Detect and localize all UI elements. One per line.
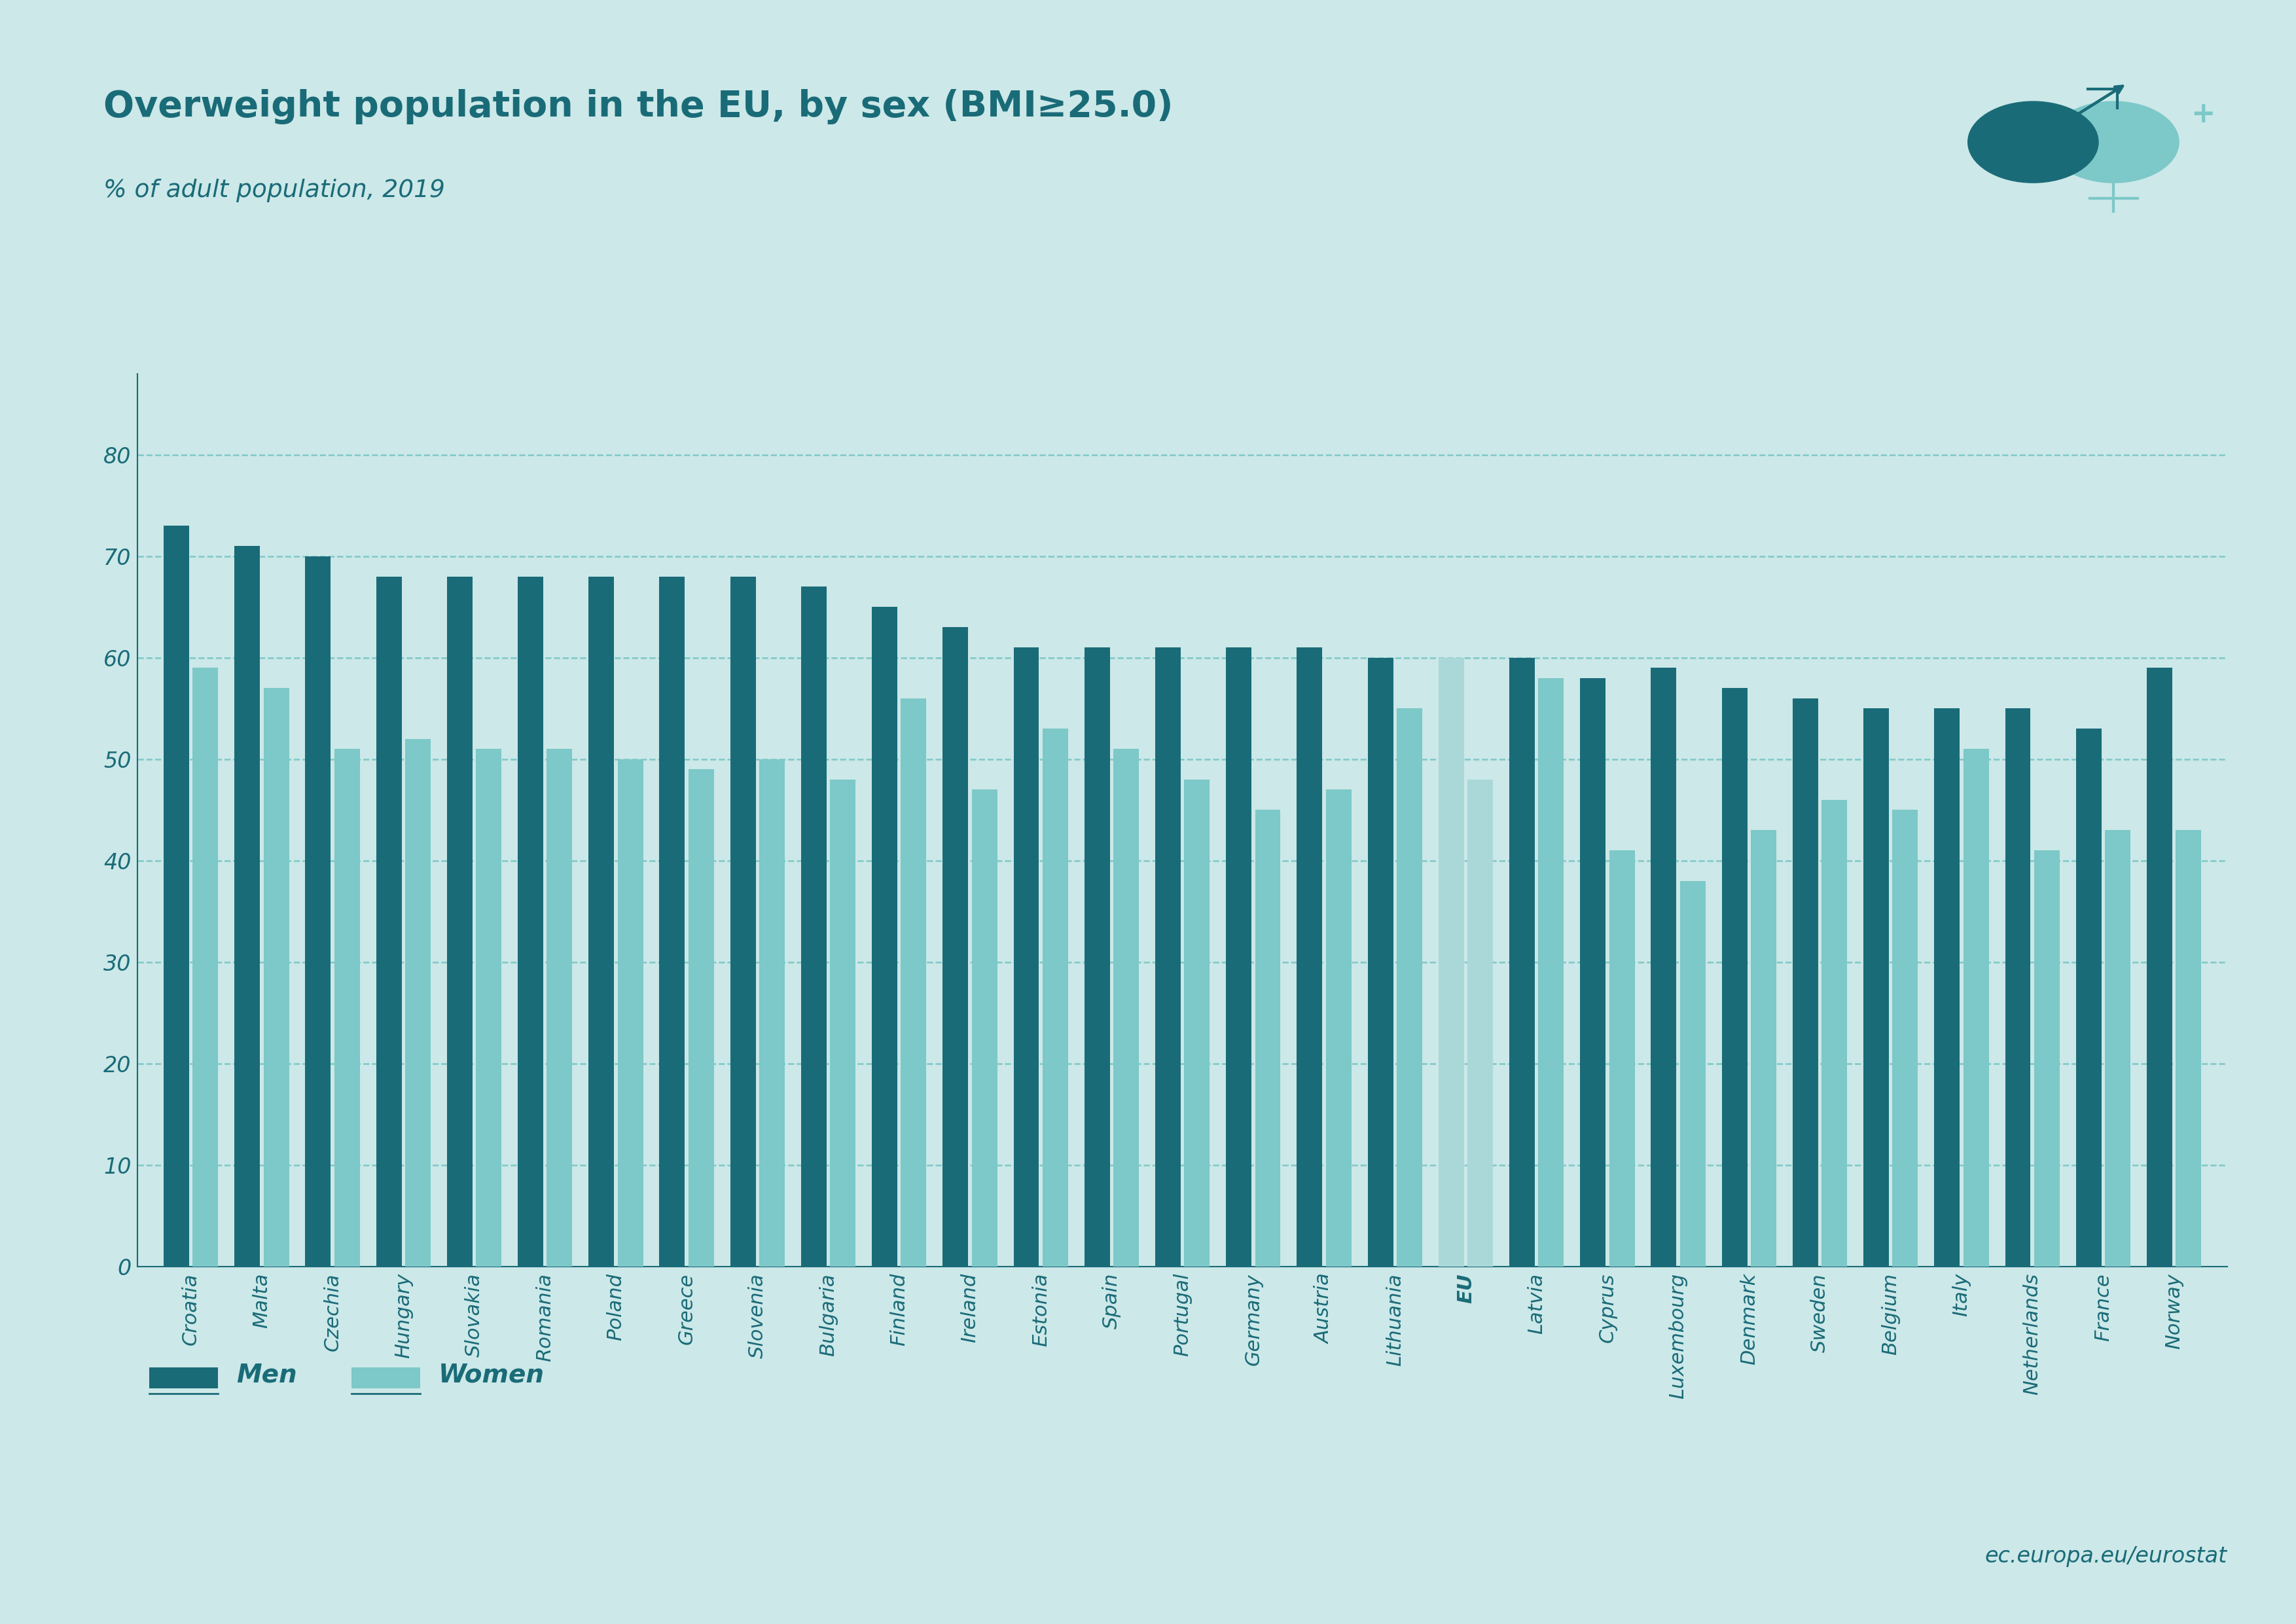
Bar xyxy=(2034,851,2060,1267)
Bar xyxy=(1185,780,1210,1267)
Bar xyxy=(872,607,898,1267)
Bar xyxy=(193,667,218,1267)
Bar xyxy=(1609,851,1635,1267)
Bar xyxy=(831,780,856,1267)
Bar xyxy=(2177,830,2202,1267)
Bar xyxy=(1368,658,1394,1267)
Bar xyxy=(1440,658,1465,1267)
Bar xyxy=(305,555,331,1267)
Bar xyxy=(448,577,473,1267)
Text: Men: Men xyxy=(236,1363,296,1387)
Bar xyxy=(377,577,402,1267)
Bar xyxy=(1256,810,1281,1267)
Text: Women: Women xyxy=(439,1363,544,1387)
Bar xyxy=(1155,648,1180,1267)
Circle shape xyxy=(2048,101,2179,184)
Bar xyxy=(264,689,289,1267)
Bar xyxy=(1396,708,1421,1267)
Bar xyxy=(335,749,360,1267)
Bar xyxy=(2105,830,2131,1267)
Bar xyxy=(1508,658,1534,1267)
Bar xyxy=(1793,698,1818,1267)
Bar xyxy=(2004,708,2030,1267)
Bar xyxy=(1933,708,1961,1267)
Bar xyxy=(1864,708,1890,1267)
Bar xyxy=(546,749,572,1267)
Bar xyxy=(1651,667,1676,1267)
Bar xyxy=(900,698,925,1267)
Bar xyxy=(1722,689,1747,1267)
Bar xyxy=(1681,880,1706,1267)
Bar xyxy=(1013,648,1040,1267)
Bar xyxy=(1538,677,1564,1267)
Bar xyxy=(1467,780,1492,1267)
Bar xyxy=(1226,648,1251,1267)
Bar xyxy=(1580,677,1605,1267)
Bar xyxy=(1084,648,1109,1267)
Bar xyxy=(1821,799,1848,1267)
Bar xyxy=(475,749,501,1267)
Bar xyxy=(588,577,613,1267)
Text: ec.europa.eu/eurostat: ec.europa.eu/eurostat xyxy=(1984,1546,2227,1567)
Bar xyxy=(944,627,969,1267)
Bar xyxy=(1042,729,1068,1267)
Bar xyxy=(659,577,684,1267)
Bar xyxy=(1325,789,1352,1267)
Bar xyxy=(234,546,259,1267)
Bar xyxy=(730,577,755,1267)
Bar xyxy=(971,789,996,1267)
Bar xyxy=(1114,749,1139,1267)
Bar xyxy=(517,577,544,1267)
Bar xyxy=(2147,667,2172,1267)
Bar xyxy=(1963,749,1988,1267)
Bar xyxy=(1892,810,1917,1267)
Circle shape xyxy=(1968,101,2099,184)
Text: +: + xyxy=(2190,101,2216,128)
Bar xyxy=(163,526,188,1267)
Text: % of adult population, 2019: % of adult population, 2019 xyxy=(103,179,445,203)
Bar xyxy=(801,586,827,1267)
Bar xyxy=(1752,830,1777,1267)
Text: Overweight population in the EU, by sex (BMI≥25.0): Overweight population in the EU, by sex … xyxy=(103,89,1173,125)
Bar xyxy=(2076,729,2101,1267)
Bar xyxy=(689,770,714,1267)
Bar xyxy=(760,758,785,1267)
Bar xyxy=(618,758,643,1267)
Bar xyxy=(404,739,432,1267)
Bar xyxy=(1297,648,1322,1267)
